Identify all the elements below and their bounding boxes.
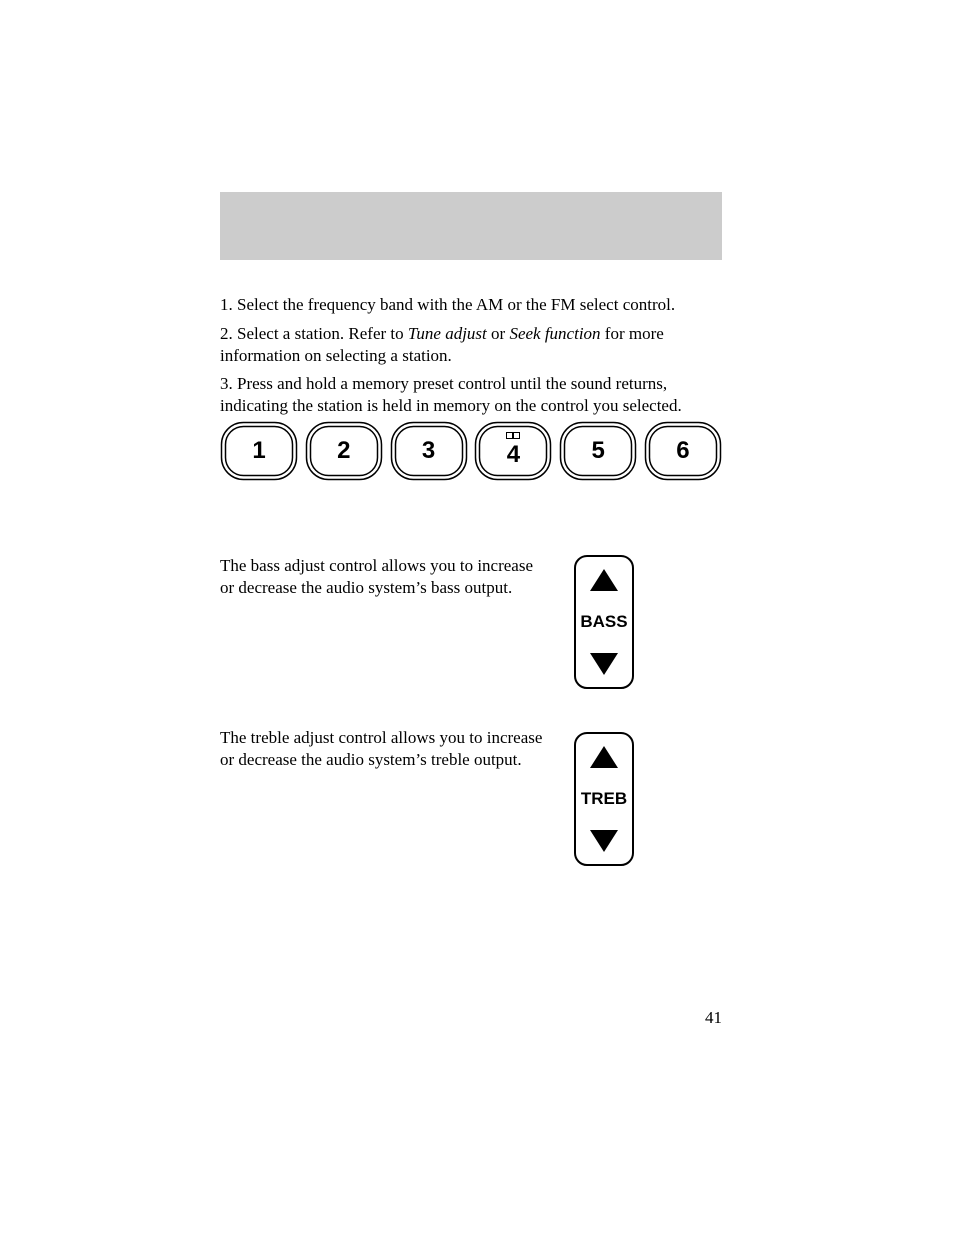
- bass-label: BASS: [574, 612, 634, 632]
- page-number: 41: [705, 1008, 722, 1028]
- treble-rocker-control[interactable]: TREB: [574, 732, 634, 866]
- preset-button-4[interactable]: 4: [474, 421, 552, 481]
- up-arrow-icon: [590, 569, 618, 591]
- header-bar: [220, 192, 722, 260]
- preset-button-3[interactable]: 3: [390, 421, 468, 481]
- preset-button-6[interactable]: 6: [644, 421, 722, 481]
- step-2-italic-2: Seek function: [509, 324, 600, 343]
- manual-page: 1. Select the frequency band with the AM…: [0, 0, 954, 1235]
- bass-rocker-control[interactable]: BASS: [574, 555, 634, 689]
- preset-button-5[interactable]: 5: [559, 421, 637, 481]
- preset-button-1[interactable]: 1: [220, 421, 298, 481]
- step-2-part-a: 2. Select a station. Refer to: [220, 324, 408, 343]
- step-2-part-b: or: [487, 324, 510, 343]
- up-arrow-icon: [590, 746, 618, 768]
- down-arrow-icon: [590, 653, 618, 675]
- preset-button-2[interactable]: 2: [305, 421, 383, 481]
- preset-label-1: 1: [220, 421, 298, 481]
- down-arrow-icon: [590, 830, 618, 852]
- preset-label-2: 2: [305, 421, 383, 481]
- preset-label-5: 5: [559, 421, 637, 481]
- preset-label-3: 3: [390, 421, 468, 481]
- step-3-text: 3. Press and hold a memory preset contro…: [220, 373, 722, 417]
- preset-label-4: 4: [474, 429, 552, 481]
- step-1-text: 1. Select the frequency band with the AM…: [220, 294, 722, 316]
- step-2-text: 2. Select a station. Refer to Tune adjus…: [220, 323, 722, 367]
- treble-description: The treble adjust control allows you to …: [220, 727, 550, 771]
- step-2-italic-1: Tune adjust: [408, 324, 487, 343]
- bass-description: The bass adjust control allows you to in…: [220, 555, 550, 599]
- treble-label: TREB: [574, 789, 634, 809]
- preset-buttons-row: 1 2 3: [220, 421, 722, 481]
- preset-label-6: 6: [644, 421, 722, 481]
